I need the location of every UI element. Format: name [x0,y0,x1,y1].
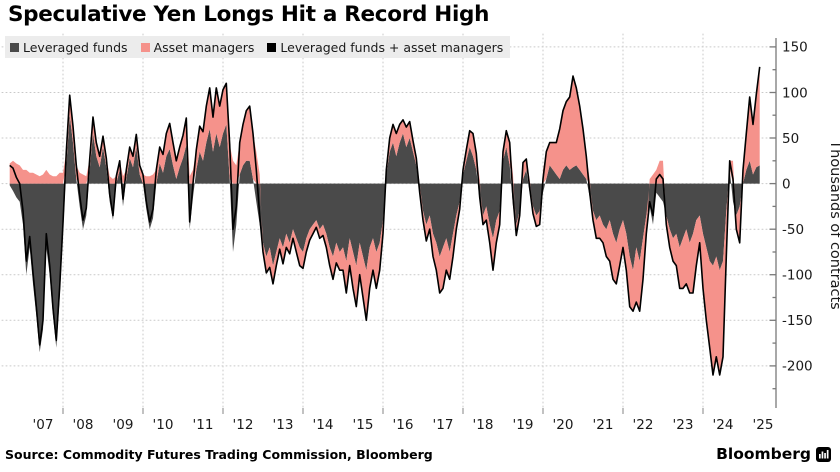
y-tick-label: -200 [782,359,813,375]
bloomberg-logo-icon [816,446,831,462]
legend-label-asset-managers: Asset managers [153,39,255,55]
asset-managers-swatch-icon [140,42,150,52]
legend-item-leveraged-funds: Leveraged funds [10,40,128,55]
source-text: Source: Commodity Futures Trading Commis… [5,447,433,462]
total-line-swatch-icon [267,42,277,52]
leveraged-funds-area [9,115,760,353]
x-tick-label: '13 [273,417,294,433]
x-tick-label: '19 [513,417,534,433]
legend-label-leveraged-funds: Leveraged funds [23,39,128,55]
x-tick-label: '24 [713,417,734,433]
x-tick-label: '12 [233,417,254,433]
x-tick-label: '10 [153,417,174,433]
y-tick-label: -100 [782,268,813,284]
x-tick-label: '14 [313,417,334,433]
x-tick-label: '22 [633,417,654,433]
legend-label-total: Leveraged funds + asset managers [280,39,504,55]
page-title: Speculative Yen Longs Hit a Record High [8,2,490,27]
x-tick-label: '23 [673,417,694,433]
y-tick-label: 0 [782,176,791,192]
x-tick-label: '20 [553,417,574,433]
y-tick-label: 150 [782,40,808,56]
x-tick-label: '18 [473,417,494,433]
legend-item-asset-managers: Asset managers [140,39,255,55]
bloomberg-wordmark: Bloomberg [716,445,811,463]
x-tick-label: '21 [593,417,614,433]
y-tick-label: -150 [782,313,813,329]
y-axis-title: Thousands of contracts [827,139,840,309]
bloomberg-logo: Bloomberg [716,445,831,463]
y-tick-label: 50 [782,131,799,147]
y-tick-label: 100 [782,85,808,101]
x-tick-label: '15 [353,417,374,433]
x-tick-label: '07 [33,417,54,433]
leveraged-funds-swatch-icon [10,42,19,52]
x-tick-label: '09 [113,417,134,433]
legend: Leveraged funds Asset managers Leveraged… [5,36,511,58]
x-tick-label: '17 [433,417,454,433]
x-tick-label: '25 [753,417,774,433]
y-tick-label: -50 [782,222,804,238]
legend-item-total: Leveraged funds + asset managers [267,40,503,55]
total-line [9,66,761,376]
x-tick-label: '16 [393,417,414,433]
x-tick-label: '08 [73,417,94,433]
x-tick-label: '11 [193,417,214,433]
